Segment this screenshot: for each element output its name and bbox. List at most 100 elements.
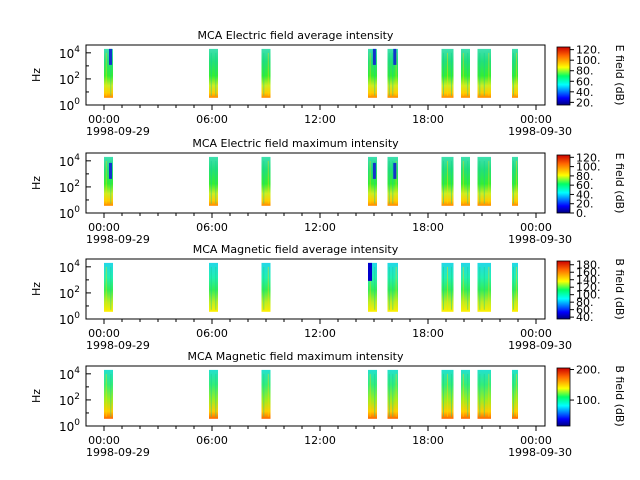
colorbar-tick-label: 80.	[576, 170, 594, 183]
x-tick-label: 12:00	[304, 434, 336, 447]
spectrogram-segment	[261, 156, 271, 206]
x-date-label: 1998-09-30	[508, 125, 572, 138]
spectrogram-segment	[209, 156, 218, 206]
colorbar-label: E field (dB)	[613, 45, 626, 106]
x-tick-label: 18:00	[412, 221, 444, 234]
x-tick-label: 00:00	[88, 113, 120, 126]
colorbar-tick-label: 20.	[576, 198, 594, 211]
x-tick-label: 12:00	[304, 113, 336, 126]
colorbar-tick-label: 40.	[576, 86, 594, 99]
x-date-label: 1998-09-30	[508, 446, 572, 459]
spectrogram-segment	[261, 369, 271, 419]
colorbar	[556, 367, 571, 427]
colorbar-label: B field (dB)	[613, 258, 626, 319]
spectrogram-segment	[104, 369, 113, 419]
spectrogram-segment	[461, 262, 470, 312]
panel-title: MCA Magnetic field maximum intensity	[188, 350, 404, 363]
colorbar-tick-label: 60.	[576, 179, 594, 192]
x-tick-label: 00:00	[88, 434, 120, 447]
colorbar-tick-label: 160.	[576, 266, 601, 279]
spectrogram-segment	[209, 48, 218, 98]
colorbar-tick-label: 100.	[576, 394, 601, 407]
y-tick-label: 104	[59, 45, 80, 61]
colorbar-tick-label: 120.	[576, 44, 601, 57]
spectrogram-segment	[387, 48, 398, 98]
colorbar-tick-label: 20.	[576, 96, 594, 109]
x-tick-label: 18:00	[412, 434, 444, 447]
spectrogram-segment	[261, 262, 271, 312]
y-axis-label: Hz	[30, 282, 43, 296]
x-tick-label: 06:00	[196, 434, 228, 447]
x-tick-label: 00:00	[520, 221, 552, 234]
y-tick-label: 104	[59, 153, 80, 169]
y-tick-label: 102	[59, 179, 80, 195]
colorbar-tick-label: 80.	[576, 296, 594, 309]
x-date-label: 1998-09-29	[86, 339, 150, 352]
x-tick-label: 06:00	[196, 113, 228, 126]
colorbar-tick-label: 120.	[576, 151, 601, 164]
spectrogram-segment	[387, 369, 398, 419]
spectrogram-segment	[441, 48, 454, 98]
segment-low-intensity	[109, 162, 112, 179]
x-tick-label: 12:00	[304, 221, 336, 234]
x-tick-label: 00:00	[520, 113, 552, 126]
colorbar-tick-label: 60.	[576, 75, 594, 88]
segment-low-intensity	[368, 262, 372, 281]
x-date-label: 1998-09-29	[86, 233, 150, 246]
spectrogram-segment	[368, 48, 377, 98]
colorbar-tick-label: 0.	[576, 207, 587, 220]
spectrogram-segment	[461, 369, 470, 419]
panel-title: MCA Magnetic field average intensity	[193, 243, 399, 256]
segment-low-intensity	[393, 48, 397, 65]
colorbar-tick-label: 100.	[576, 54, 601, 67]
spectrogram-segment	[441, 262, 454, 312]
y-tick-label: 102	[59, 71, 80, 87]
spectrogram-segment	[461, 48, 470, 98]
x-date-label: 1998-09-29	[86, 446, 150, 459]
spectrogram-segment	[477, 262, 491, 312]
spectrogram-segment	[477, 369, 491, 419]
segment-low-intensity	[372, 162, 376, 179]
colorbar-tick-label: 120.	[576, 281, 601, 294]
x-tick-label: 18:00	[412, 113, 444, 126]
spectrogram-segment	[477, 48, 491, 98]
x-date-label: 1998-09-30	[508, 339, 572, 352]
y-tick-label: 100	[59, 311, 80, 327]
panel-4: MCA Magnetic field maximum intensity 100 1…	[30, 350, 626, 459]
colorbar-tick-label: 200.	[576, 364, 601, 377]
segment-low-intensity	[109, 48, 112, 65]
x-tick-label: 00:00	[520, 327, 552, 340]
colorbar-tick-label: 100.	[576, 161, 601, 174]
spectrogram-segment	[104, 48, 113, 98]
plot-frame	[85, 258, 546, 320]
spectrogram-segment	[261, 48, 271, 98]
spectrogram-segment	[387, 156, 398, 206]
segment-low-intensity	[372, 48, 376, 65]
spectrogram-segment	[104, 156, 113, 206]
colorbar	[556, 260, 571, 320]
y-tick-label: 100	[59, 205, 80, 221]
colorbar-tick-label: 100.	[576, 289, 601, 302]
spectrogram-segment	[209, 262, 218, 312]
x-date-label: 1998-09-29	[86, 125, 150, 138]
colorbar-tick-label: 40.	[576, 311, 594, 324]
spectrogram-segment	[368, 156, 377, 206]
x-tick-label: 06:00	[196, 327, 228, 340]
y-tick-label: 104	[59, 366, 80, 382]
y-tick-label: 102	[59, 392, 80, 408]
spectrogram-segment	[512, 156, 518, 206]
spectrogram-segment	[512, 369, 518, 419]
colorbar	[556, 154, 571, 214]
spectrogram-segment	[512, 262, 518, 312]
x-tick-label: 12:00	[304, 327, 336, 340]
x-tick-label: 06:00	[196, 221, 228, 234]
colorbar	[556, 46, 571, 106]
panel-1: MCA Electric field average intensity 100 1…	[30, 29, 626, 138]
y-tick-label: 100	[59, 97, 80, 113]
spectrogram-segment	[209, 369, 218, 419]
plot-frame	[85, 44, 546, 106]
spectrogram-segment	[368, 262, 377, 312]
x-date-label: 1998-09-30	[508, 233, 572, 246]
y-tick-label: 100	[59, 418, 80, 434]
